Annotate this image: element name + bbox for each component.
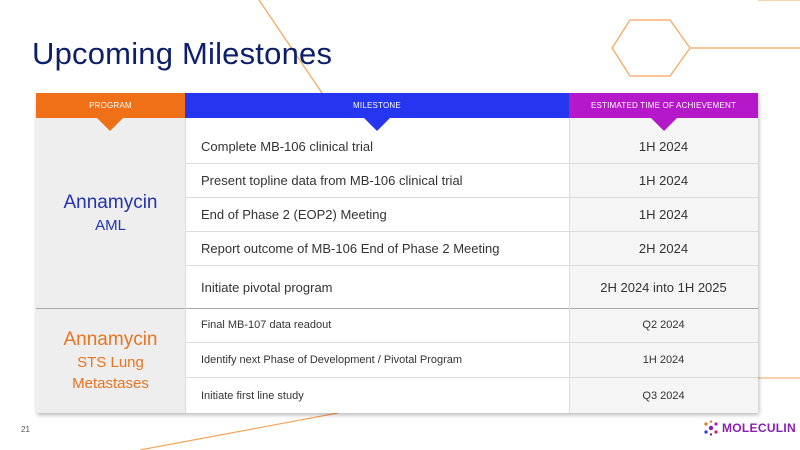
table-row: Present topline data from MB-106 clinica… (185, 164, 569, 198)
table-row: Q3 2024 (642, 389, 685, 402)
time-column: 1H 2024 1H 2024 1H 2024 2H 2024 2H 2024 … (569, 118, 758, 413)
page-title: Upcoming Milestones (32, 36, 333, 71)
milestone-arrow-icon (364, 118, 390, 131)
table-row: Complete MB-106 clinical trial (185, 129, 569, 164)
program-cell-sts: Annamycin STS Lung Metastases (36, 308, 185, 413)
page-number: 21 (21, 425, 30, 434)
milestone-column-header: MILESTONE (185, 93, 569, 118)
program-column-header: PROGRAM (36, 93, 185, 118)
table-row: Identify next Phase of Development / Piv… (185, 343, 569, 378)
time-column-header: ESTIMATED TIME OF ACHIEVEMENT (569, 93, 758, 118)
table-row: 2H 2024 (569, 232, 758, 266)
group-divider (185, 308, 758, 309)
milestone-column: Complete MB-106 clinical trial Present t… (185, 118, 569, 413)
hexagon-shape (611, 19, 691, 77)
milestones-table: PROGRAM MILESTONE ESTIMATED TIME OF ACHI… (36, 93, 758, 413)
molecule-icon (704, 420, 718, 436)
program-indication: STS Lung (77, 354, 144, 371)
table-row: Report outcome of MB-106 End of Phase 2 … (185, 232, 569, 266)
table-row: 1H 2024 (569, 198, 758, 232)
column-divider (185, 118, 186, 413)
table-row: 2H 2024 into 1H 2025 (600, 279, 727, 295)
program-arrow-icon (97, 118, 123, 131)
program-indication: AML (95, 216, 126, 234)
moleculin-logo: MOLECULIN (703, 420, 796, 436)
table-row: 1H 2024 (569, 164, 758, 198)
table-row: 1H 2024 (569, 343, 758, 378)
table-row: Q2 2024 (569, 308, 758, 343)
program-indication: Metastases (72, 375, 149, 392)
logo-wordmark: MOLECULIN (722, 421, 797, 435)
table-row: Initiate first line study (201, 389, 304, 402)
table-row: Initiate pivotal program (201, 279, 333, 295)
table-row: End of Phase 2 (EOP2) Meeting (185, 198, 569, 232)
time-arrow-icon (651, 118, 677, 131)
table-row: Final MB-107 data readout (185, 308, 569, 343)
program-name: Annamycin (63, 191, 158, 213)
program-cell-aml: Annamycin AML (36, 118, 185, 308)
table-row: 1H 2024 (569, 129, 758, 164)
column-divider (569, 118, 570, 413)
program-name: Annamycin (63, 329, 158, 350)
